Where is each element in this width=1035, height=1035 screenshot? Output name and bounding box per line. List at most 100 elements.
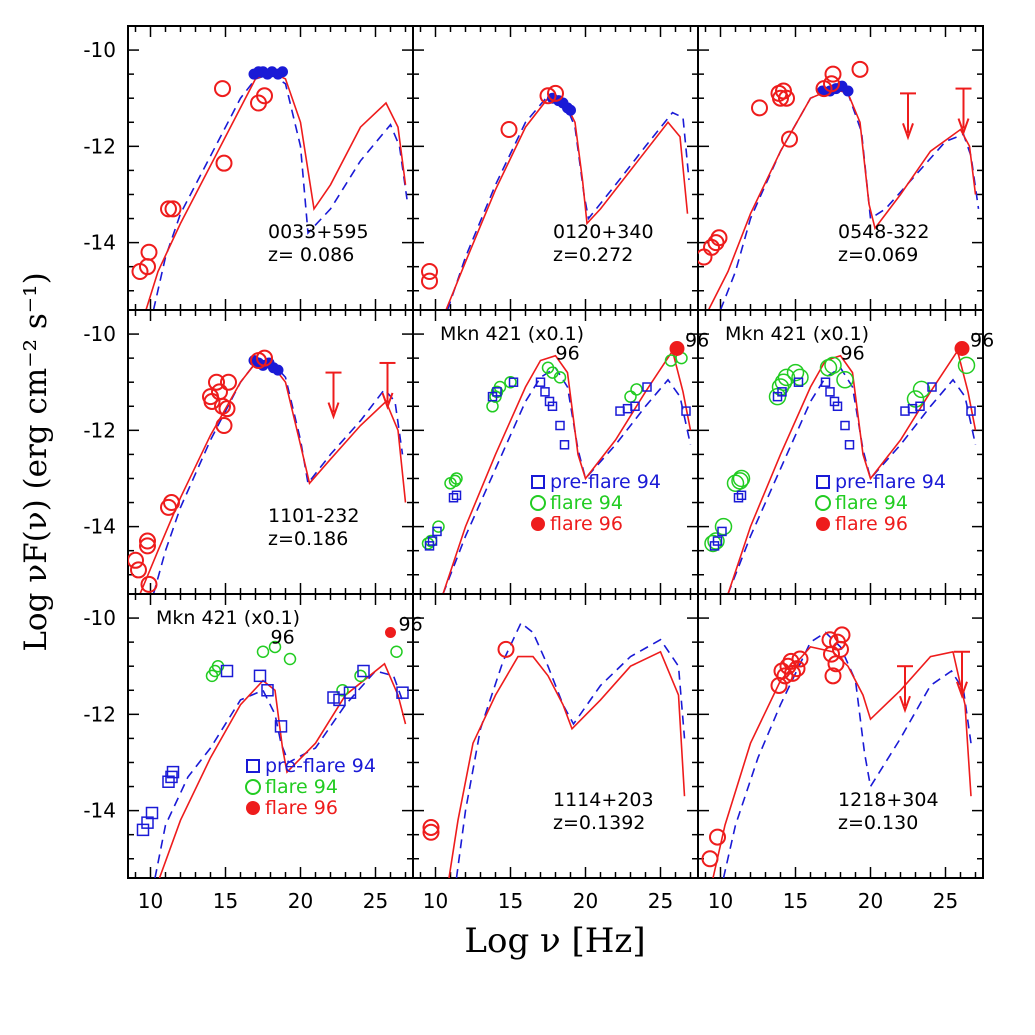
data-point-green bbox=[824, 356, 842, 375]
upper-limit-arrow bbox=[957, 118, 970, 136]
annotation-label: 96 bbox=[841, 342, 865, 364]
data-point-red bbox=[421, 272, 438, 290]
data-point-green bbox=[819, 359, 838, 377]
panel-plot-area bbox=[421, 341, 692, 594]
data-point-blue bbox=[820, 377, 831, 387]
data-point-blue bbox=[333, 693, 346, 707]
source-name-label: Mkn 421 (x0.1) bbox=[725, 323, 869, 345]
data-point-blue bbox=[966, 406, 976, 416]
data-point-red bbox=[421, 262, 438, 280]
data-point-green bbox=[504, 375, 517, 389]
data-point-blue bbox=[630, 401, 640, 412]
data-point-red bbox=[751, 99, 768, 117]
data-point-red bbox=[823, 75, 840, 93]
data-point-red bbox=[775, 82, 792, 100]
x-tick-label: 20 bbox=[573, 889, 598, 913]
data-point-blue bbox=[396, 686, 409, 699]
y-tick-label: -10 bbox=[83, 322, 116, 346]
model-curve-solid bbox=[139, 362, 407, 594]
x-tick-label: 20 bbox=[288, 889, 313, 913]
legend-marker-filled bbox=[531, 517, 545, 531]
source-name-label: 1218+304 bbox=[838, 789, 939, 811]
x-axis-title: Log ν [Hz] bbox=[464, 921, 645, 961]
data-point-blue bbox=[733, 492, 744, 503]
data-point-blue bbox=[555, 420, 565, 431]
data-point-red bbox=[824, 65, 842, 83]
data-point-blue bbox=[424, 541, 435, 551]
model-curve-dashed bbox=[719, 87, 980, 310]
data-point-red bbox=[139, 537, 156, 555]
x-tick-label: 10 bbox=[708, 889, 733, 913]
model-curve-dashed bbox=[154, 670, 405, 878]
data-point-red bbox=[218, 400, 236, 418]
y-tick-label: -14 bbox=[83, 799, 116, 823]
data-point-red bbox=[539, 87, 557, 105]
data-point-blue bbox=[642, 382, 652, 392]
legend-marker-circle bbox=[815, 495, 831, 511]
data-point-blue bbox=[166, 765, 180, 779]
model-curve-solid bbox=[707, 87, 977, 310]
data-point-blue bbox=[274, 720, 288, 733]
legend-label: flare 94 bbox=[265, 776, 338, 798]
y-tick-label: -12 bbox=[83, 418, 116, 442]
legend-label: pre-flare 94 bbox=[835, 471, 946, 493]
data-point-green bbox=[630, 383, 643, 396]
annotation-label: 96 bbox=[399, 614, 423, 636]
data-point-green bbox=[336, 684, 349, 697]
data-point-red bbox=[833, 626, 851, 644]
data-point-red bbox=[160, 200, 177, 218]
data-point-green bbox=[732, 469, 751, 488]
legend-marker-circle bbox=[530, 495, 546, 511]
data-point-green bbox=[448, 474, 462, 488]
data-point-green bbox=[731, 472, 749, 490]
data-point-green bbox=[786, 363, 805, 382]
data-point-red bbox=[256, 349, 273, 367]
data-point-green bbox=[268, 640, 282, 654]
data-point-blue bbox=[793, 377, 804, 387]
model-curve-dashed bbox=[152, 359, 404, 594]
redshift-label: z=0.272 bbox=[553, 244, 633, 266]
data-point-blue bbox=[717, 526, 727, 537]
legend-marker-square bbox=[246, 759, 260, 773]
data-point-blue bbox=[277, 66, 288, 78]
source-name-label: 0033+595 bbox=[268, 221, 369, 243]
data-point-green bbox=[256, 645, 270, 659]
data-point-blue bbox=[145, 806, 159, 820]
data-point-green bbox=[450, 472, 463, 485]
x-tick-label: 15 bbox=[213, 889, 238, 913]
data-point-green bbox=[390, 645, 403, 659]
data-point-red bbox=[781, 130, 798, 148]
panel-plot-area bbox=[704, 341, 977, 594]
data-point-blue bbox=[261, 684, 274, 697]
legend-marker-square bbox=[816, 475, 830, 489]
x-tick-label: 25 bbox=[363, 889, 388, 913]
data-point-blue bbox=[681, 406, 691, 416]
y-tick-label: -14 bbox=[83, 515, 116, 539]
data-point-blue bbox=[736, 490, 747, 501]
data-point-blue bbox=[840, 420, 850, 431]
data-point-blue bbox=[927, 382, 937, 392]
x-tick-label: 25 bbox=[933, 889, 958, 913]
source-name-label: 0120+340 bbox=[553, 221, 654, 243]
data-point-red bbox=[140, 243, 158, 261]
data-point-red bbox=[163, 494, 180, 512]
data-point-blue bbox=[432, 526, 442, 537]
legend-marker-filled bbox=[246, 801, 260, 815]
data-point-red bbox=[772, 89, 789, 107]
upper-limit-arrow bbox=[327, 402, 340, 420]
x-tick-label: 15 bbox=[783, 889, 808, 913]
data-point-blue bbox=[547, 401, 558, 412]
data-point-blue bbox=[535, 377, 546, 387]
data-point-red bbox=[778, 89, 795, 107]
legend-label: pre-flare 94 bbox=[265, 755, 376, 777]
data-point-red bbox=[497, 640, 515, 658]
data-point-green bbox=[726, 474, 745, 493]
y-tick-label: -10 bbox=[83, 38, 116, 62]
